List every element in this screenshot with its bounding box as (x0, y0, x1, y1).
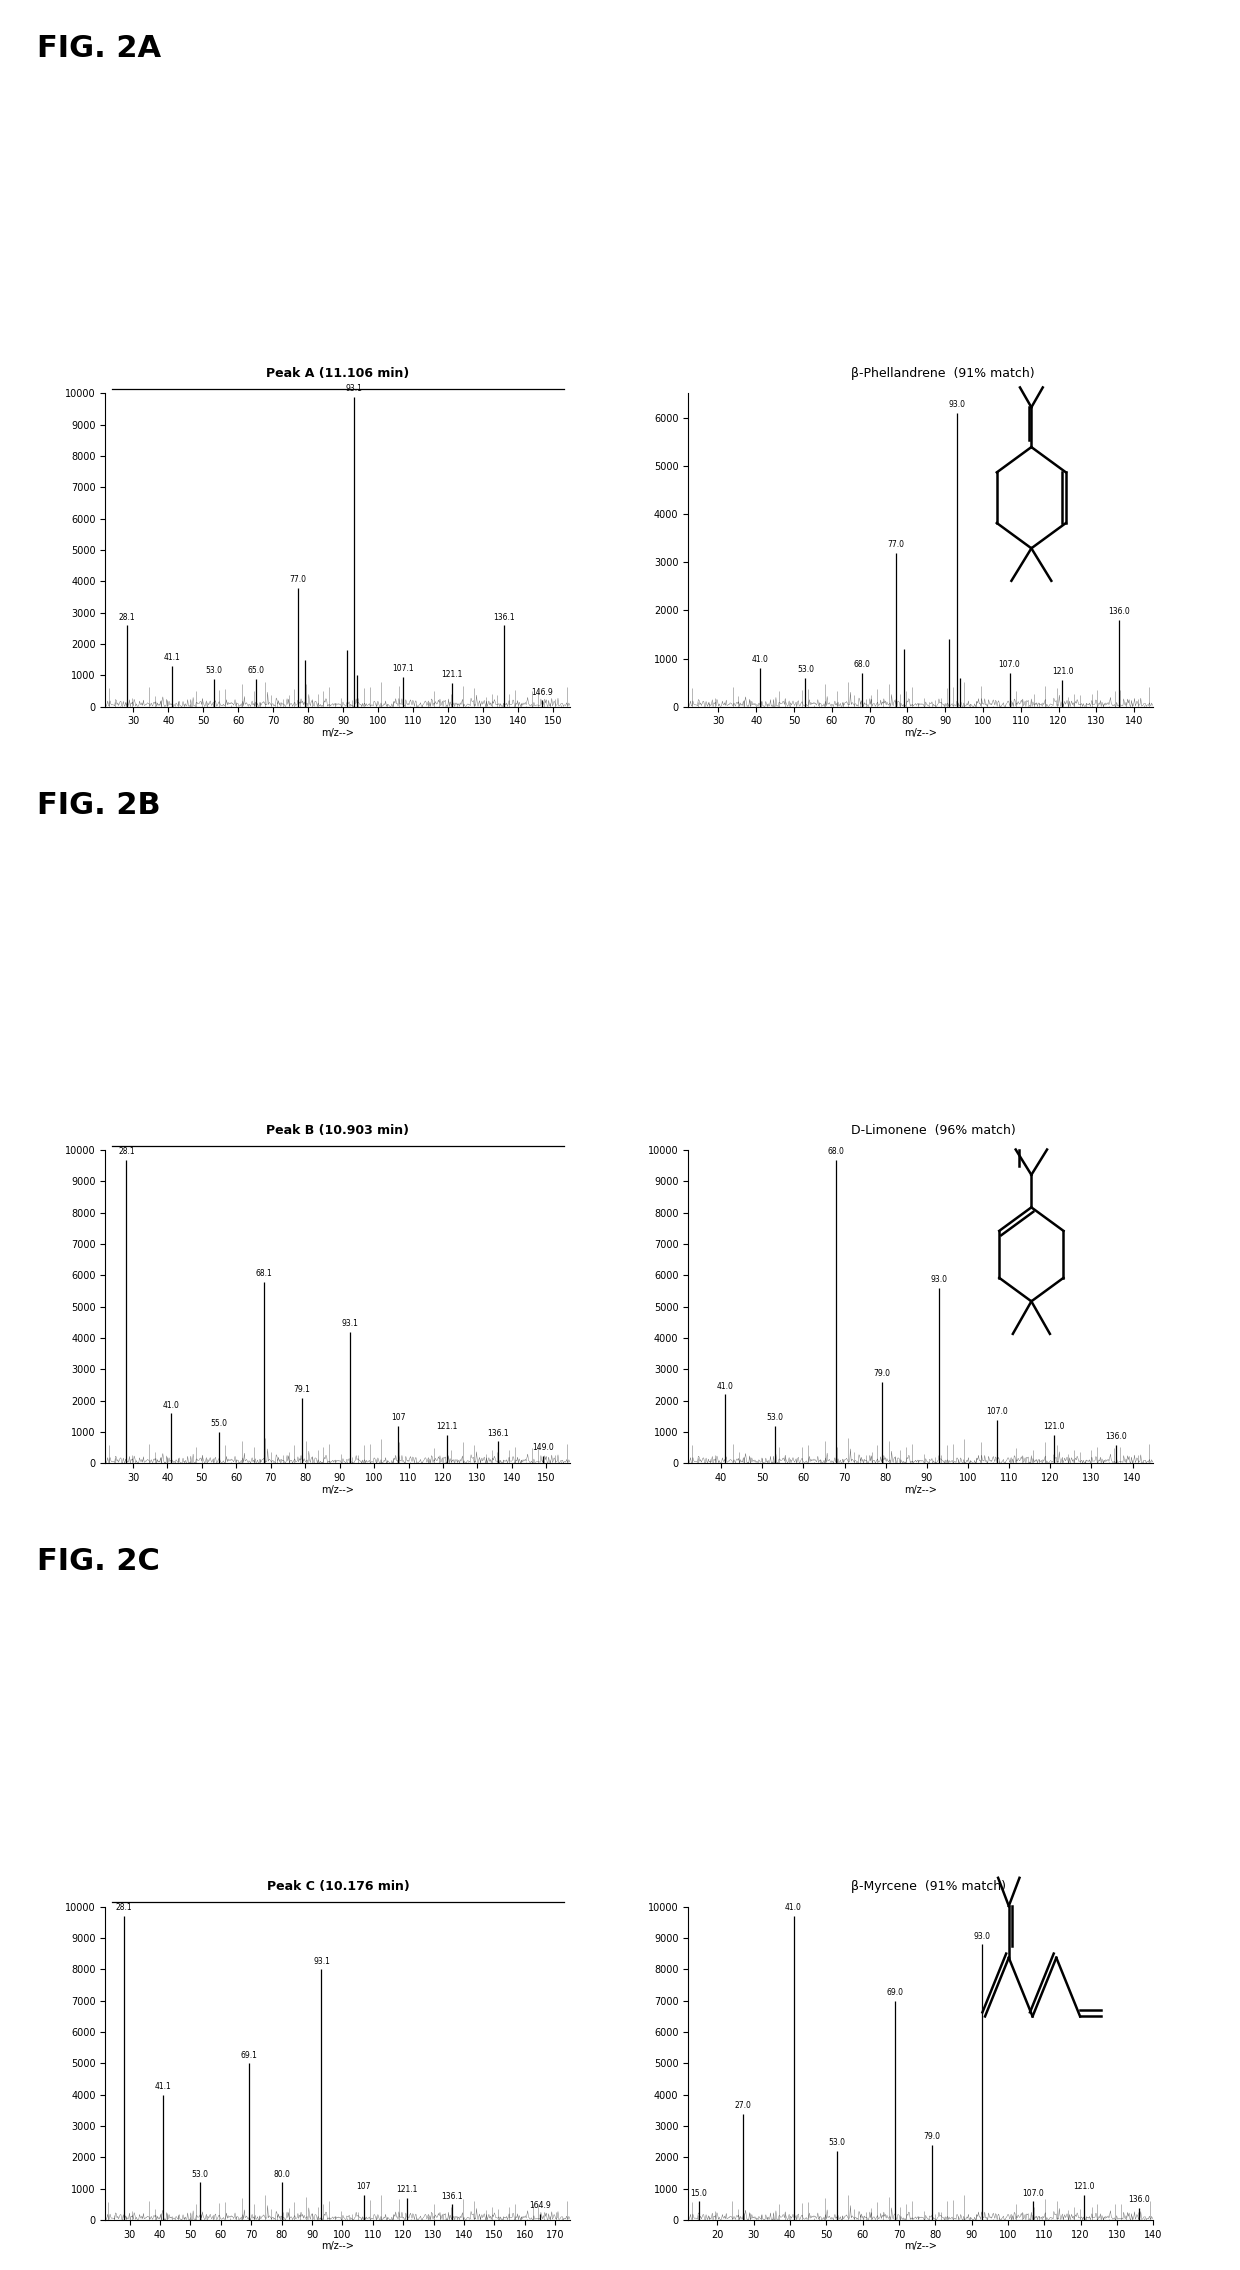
Text: β-Myrcene  (91% match): β-Myrcene (91% match) (851, 1880, 1006, 1893)
Text: 93.0: 93.0 (949, 400, 965, 409)
Text: 53.0: 53.0 (797, 665, 813, 674)
X-axis label: m/z-->: m/z--> (904, 2240, 937, 2252)
Text: 107.1: 107.1 (392, 665, 414, 674)
Text: 107: 107 (391, 1412, 405, 1421)
Text: Peak A (11.106 min): Peak A (11.106 min) (267, 368, 409, 379)
Text: 53.0: 53.0 (191, 2170, 208, 2179)
Text: 93.1: 93.1 (346, 384, 362, 393)
Text: 93.0: 93.0 (931, 1276, 947, 1285)
Text: 65.0: 65.0 (247, 665, 264, 674)
Text: 121.0: 121.0 (1074, 2181, 1095, 2191)
Text: FIG. 2A: FIG. 2A (37, 34, 161, 64)
Text: 27.0: 27.0 (734, 2100, 751, 2109)
Text: 107.0: 107.0 (1023, 2188, 1044, 2197)
Text: 53.0: 53.0 (828, 2138, 846, 2147)
Text: FIG. 2B: FIG. 2B (37, 790, 161, 819)
Text: 41.0: 41.0 (717, 1382, 734, 1392)
Text: 93.0: 93.0 (973, 1932, 991, 1941)
Text: 41.1: 41.1 (164, 654, 181, 663)
X-axis label: m/z-->: m/z--> (904, 1485, 937, 1494)
Text: 28.1: 28.1 (115, 1905, 133, 1911)
Text: 15.0: 15.0 (691, 2188, 708, 2197)
Text: 121.0: 121.0 (1044, 1423, 1065, 1432)
Text: 41.0: 41.0 (751, 656, 769, 665)
Text: 80.0: 80.0 (273, 2170, 290, 2179)
Text: 107: 107 (356, 2181, 371, 2191)
Text: Peak B (10.903 min): Peak B (10.903 min) (267, 1124, 409, 1137)
Text: 41.0: 41.0 (785, 1905, 802, 1911)
Text: 93.1: 93.1 (342, 1319, 358, 1328)
Text: 164.9: 164.9 (528, 2202, 551, 2211)
Text: 79.0: 79.0 (923, 2132, 940, 2141)
Text: 107.0: 107.0 (998, 661, 1021, 670)
Text: 53.0: 53.0 (206, 665, 222, 674)
Text: 28.1: 28.1 (118, 613, 135, 622)
Text: 136.1: 136.1 (494, 613, 515, 622)
Text: 149.0: 149.0 (532, 1444, 554, 1453)
Text: 136.1: 136.1 (441, 2191, 463, 2200)
Text: 53.0: 53.0 (766, 1412, 784, 1421)
Text: 79.0: 79.0 (873, 1369, 890, 1378)
Text: 28.1: 28.1 (118, 1146, 135, 1155)
Text: 107.0: 107.0 (986, 1407, 1008, 1416)
Text: 55.0: 55.0 (211, 1419, 228, 1428)
Text: 77.0: 77.0 (289, 574, 306, 583)
Text: 136.0: 136.0 (1128, 2195, 1149, 2204)
Text: 68.0: 68.0 (828, 1146, 844, 1155)
Text: 93.1: 93.1 (312, 1957, 330, 1966)
X-axis label: m/z-->: m/z--> (321, 2240, 355, 2252)
Text: 121.1: 121.1 (441, 670, 463, 679)
Text: 68.1: 68.1 (255, 1269, 273, 1278)
Text: Peak C (10.176 min): Peak C (10.176 min) (267, 1880, 409, 1893)
Text: β-Phellandrene  (91% match): β-Phellandrene (91% match) (851, 368, 1034, 379)
X-axis label: m/z-->: m/z--> (321, 729, 355, 738)
Text: 69.0: 69.0 (887, 1989, 904, 1998)
Text: 79.1: 79.1 (294, 1385, 310, 1394)
Text: 77.0: 77.0 (888, 540, 905, 549)
Text: FIG. 2C: FIG. 2C (37, 1548, 160, 1575)
Text: 121.1: 121.1 (436, 1423, 458, 1432)
Text: 41.0: 41.0 (162, 1401, 180, 1410)
Text: 136.1: 136.1 (487, 1428, 510, 1437)
Text: D-Limonene  (96% match): D-Limonene (96% match) (851, 1124, 1016, 1137)
X-axis label: m/z-->: m/z--> (904, 729, 937, 738)
Text: 136.0: 136.0 (1105, 1432, 1127, 1441)
Text: 121.1: 121.1 (396, 2186, 418, 2195)
Text: 146.9: 146.9 (531, 688, 553, 697)
Text: 41.1: 41.1 (155, 2082, 172, 2091)
Text: 121.0: 121.0 (1052, 667, 1073, 676)
Text: 68.0: 68.0 (853, 661, 870, 670)
Text: 136.0: 136.0 (1109, 606, 1130, 615)
Text: 69.1: 69.1 (241, 2050, 257, 2059)
X-axis label: m/z-->: m/z--> (321, 1485, 355, 1494)
